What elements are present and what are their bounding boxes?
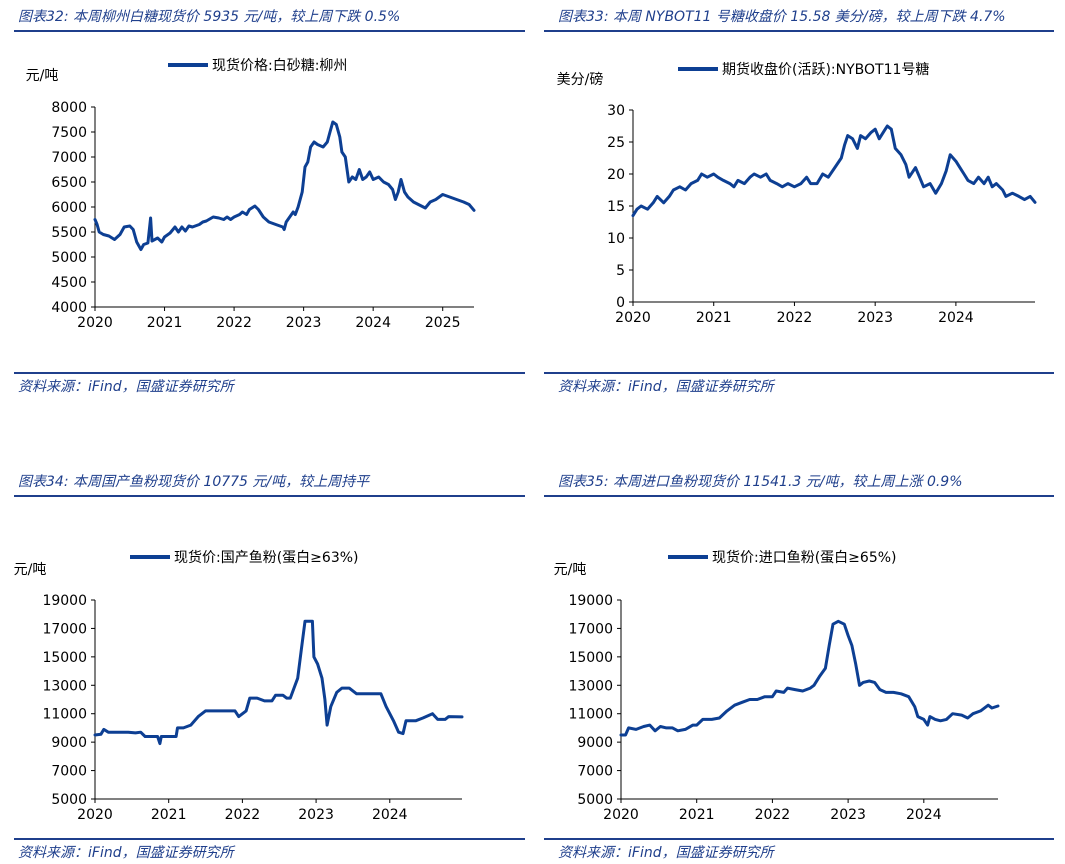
chart-title: 图表33: 本周 NYBOT11 号糖收盘价 15.58 美分/磅，较上周下跌 …: [558, 9, 1006, 25]
y-tick-label: 7000: [51, 150, 87, 166]
y-tick-label: 20: [607, 167, 625, 183]
x-tick-label: 2020: [615, 310, 651, 326]
y-axis-label: 元/吨: [14, 562, 47, 578]
chart-title: 图表35: 本周进口鱼粉现货价 11541.3 元/吨，较上周上涨 0.9%: [558, 474, 963, 490]
y-tick-label: 25: [607, 135, 625, 151]
y-tick-label: 6000: [51, 200, 87, 216]
y-tick-label: 9000: [577, 735, 613, 751]
source-note: 资料来源：iFind，国盛证券研究所: [18, 845, 234, 861]
y-tick-label: 13000: [42, 678, 87, 694]
y-tick-label: 19000: [568, 593, 613, 609]
y-tick-label: 30: [607, 103, 625, 119]
source-rule: [544, 372, 1054, 374]
x-tick-label: 2023: [857, 310, 893, 326]
sugar-liuzhou-chart: 元/吨 现货价格:白砂糖:柳州 4000 4500 5000 5500 6000 6500 70…: [26, 57, 476, 331]
x-tick-label: 2020: [603, 807, 639, 823]
title-rule: [544, 495, 1054, 497]
x-tick-label: 2021: [679, 807, 715, 823]
title-rule: [14, 30, 525, 32]
x-tick-label: 2023: [830, 807, 866, 823]
source-note: 资料来源：iFind，国盛证券研究所: [558, 379, 774, 395]
y-tick-label: 8000: [51, 100, 87, 116]
source-note: 资料来源：iFind，国盛证券研究所: [18, 379, 234, 395]
x-tick-label: 2021: [151, 807, 187, 823]
x-tick-label: 2020: [77, 315, 113, 331]
source-rule: [14, 372, 525, 374]
y-axis-label: 元/吨: [554, 562, 587, 578]
y-tick-label: 11000: [568, 707, 613, 723]
y-tick-label: 5000: [577, 792, 613, 808]
series-line: [631, 124, 1037, 218]
y-tick-label: 4500: [51, 275, 87, 291]
y-axis-label: 美分/磅: [557, 71, 604, 88]
y-tick-label: 15: [607, 199, 625, 215]
x-tick-label: 2021: [696, 310, 732, 326]
fishmeal-domestic-chart: 元/吨 现货价:国产鱼粉(蛋白≥63%) 5000 7000 9000 11000 1300…: [14, 549, 464, 823]
x-tick-label: 2022: [777, 310, 813, 326]
y-tick-label: 0: [616, 295, 625, 311]
y-tick-label: 7500: [51, 125, 87, 141]
x-tick-label: 2020: [77, 807, 113, 823]
source-rule: [544, 838, 1054, 840]
x-tick-label: 2024: [372, 807, 408, 823]
series-line: [619, 619, 1000, 737]
y-tick-label: 5: [616, 263, 625, 279]
fishmeal-imported-chart: 元/吨 现货价:进口鱼粉(蛋白≥65%) 5000 7000 9000 11000 1300…: [554, 549, 1000, 823]
x-tick-label: 2023: [298, 807, 334, 823]
y-tick-label: 11000: [42, 707, 87, 723]
sugar-nybot11-chart: 美分/磅 期货收盘价(活跃):NYBOT11号糖 0 5 10 15 20 25 30 2020 2…: [557, 61, 1037, 326]
y-tick-label: 6500: [51, 175, 87, 191]
series-line: [93, 120, 476, 251]
y-tick-label: 17000: [568, 621, 613, 637]
x-tick-label: 2021: [147, 315, 183, 331]
x-tick-label: 2023: [286, 315, 322, 331]
x-tick-label: 2024: [906, 807, 942, 823]
title-rule: [14, 495, 525, 497]
legend-label: 现货价:国产鱼粉(蛋白≥63%): [174, 549, 359, 566]
source-rule: [14, 838, 525, 840]
title-rule: [544, 30, 1054, 32]
y-tick-label: 17000: [42, 621, 87, 637]
x-tick-label: 2025: [425, 315, 461, 331]
y-tick-label: 7000: [577, 764, 613, 780]
y-axis-label: 元/吨: [26, 68, 59, 84]
y-tick-label: 5000: [51, 792, 87, 808]
legend-label: 期货收盘价(活跃):NYBOT11号糖: [722, 61, 929, 78]
y-tick-label: 7000: [51, 764, 87, 780]
x-tick-label: 2022: [216, 315, 252, 331]
y-tick-label: 19000: [42, 593, 87, 609]
legend-label: 现货价:进口鱼粉(蛋白≥65%): [712, 549, 897, 566]
y-tick-label: 10: [607, 231, 625, 247]
x-tick-label: 2024: [355, 315, 391, 331]
x-tick-label: 2024: [938, 310, 974, 326]
y-tick-label: 15000: [42, 650, 87, 666]
x-tick-label: 2022: [755, 807, 791, 823]
source-note: 资料来源：iFind，国盛证券研究所: [558, 845, 774, 861]
series-line: [93, 619, 464, 746]
y-tick-label: 13000: [568, 678, 613, 694]
y-tick-label: 15000: [568, 650, 613, 666]
x-tick-label: 2022: [225, 807, 261, 823]
y-tick-label: 5000: [51, 250, 87, 266]
y-tick-label: 9000: [51, 735, 87, 751]
chart-title: 图表34: 本周国产鱼粉现货价 10775 元/吨，较上周持平: [18, 474, 370, 490]
y-tick-label: 5500: [51, 225, 87, 241]
legend-label: 现货价格:白砂糖:柳州: [212, 57, 347, 74]
y-tick-label: 4000: [51, 300, 87, 316]
chart-title: 图表32: 本周柳州白糖现货价 5935 元/吨，较上周下跌 0.5%: [18, 9, 401, 25]
